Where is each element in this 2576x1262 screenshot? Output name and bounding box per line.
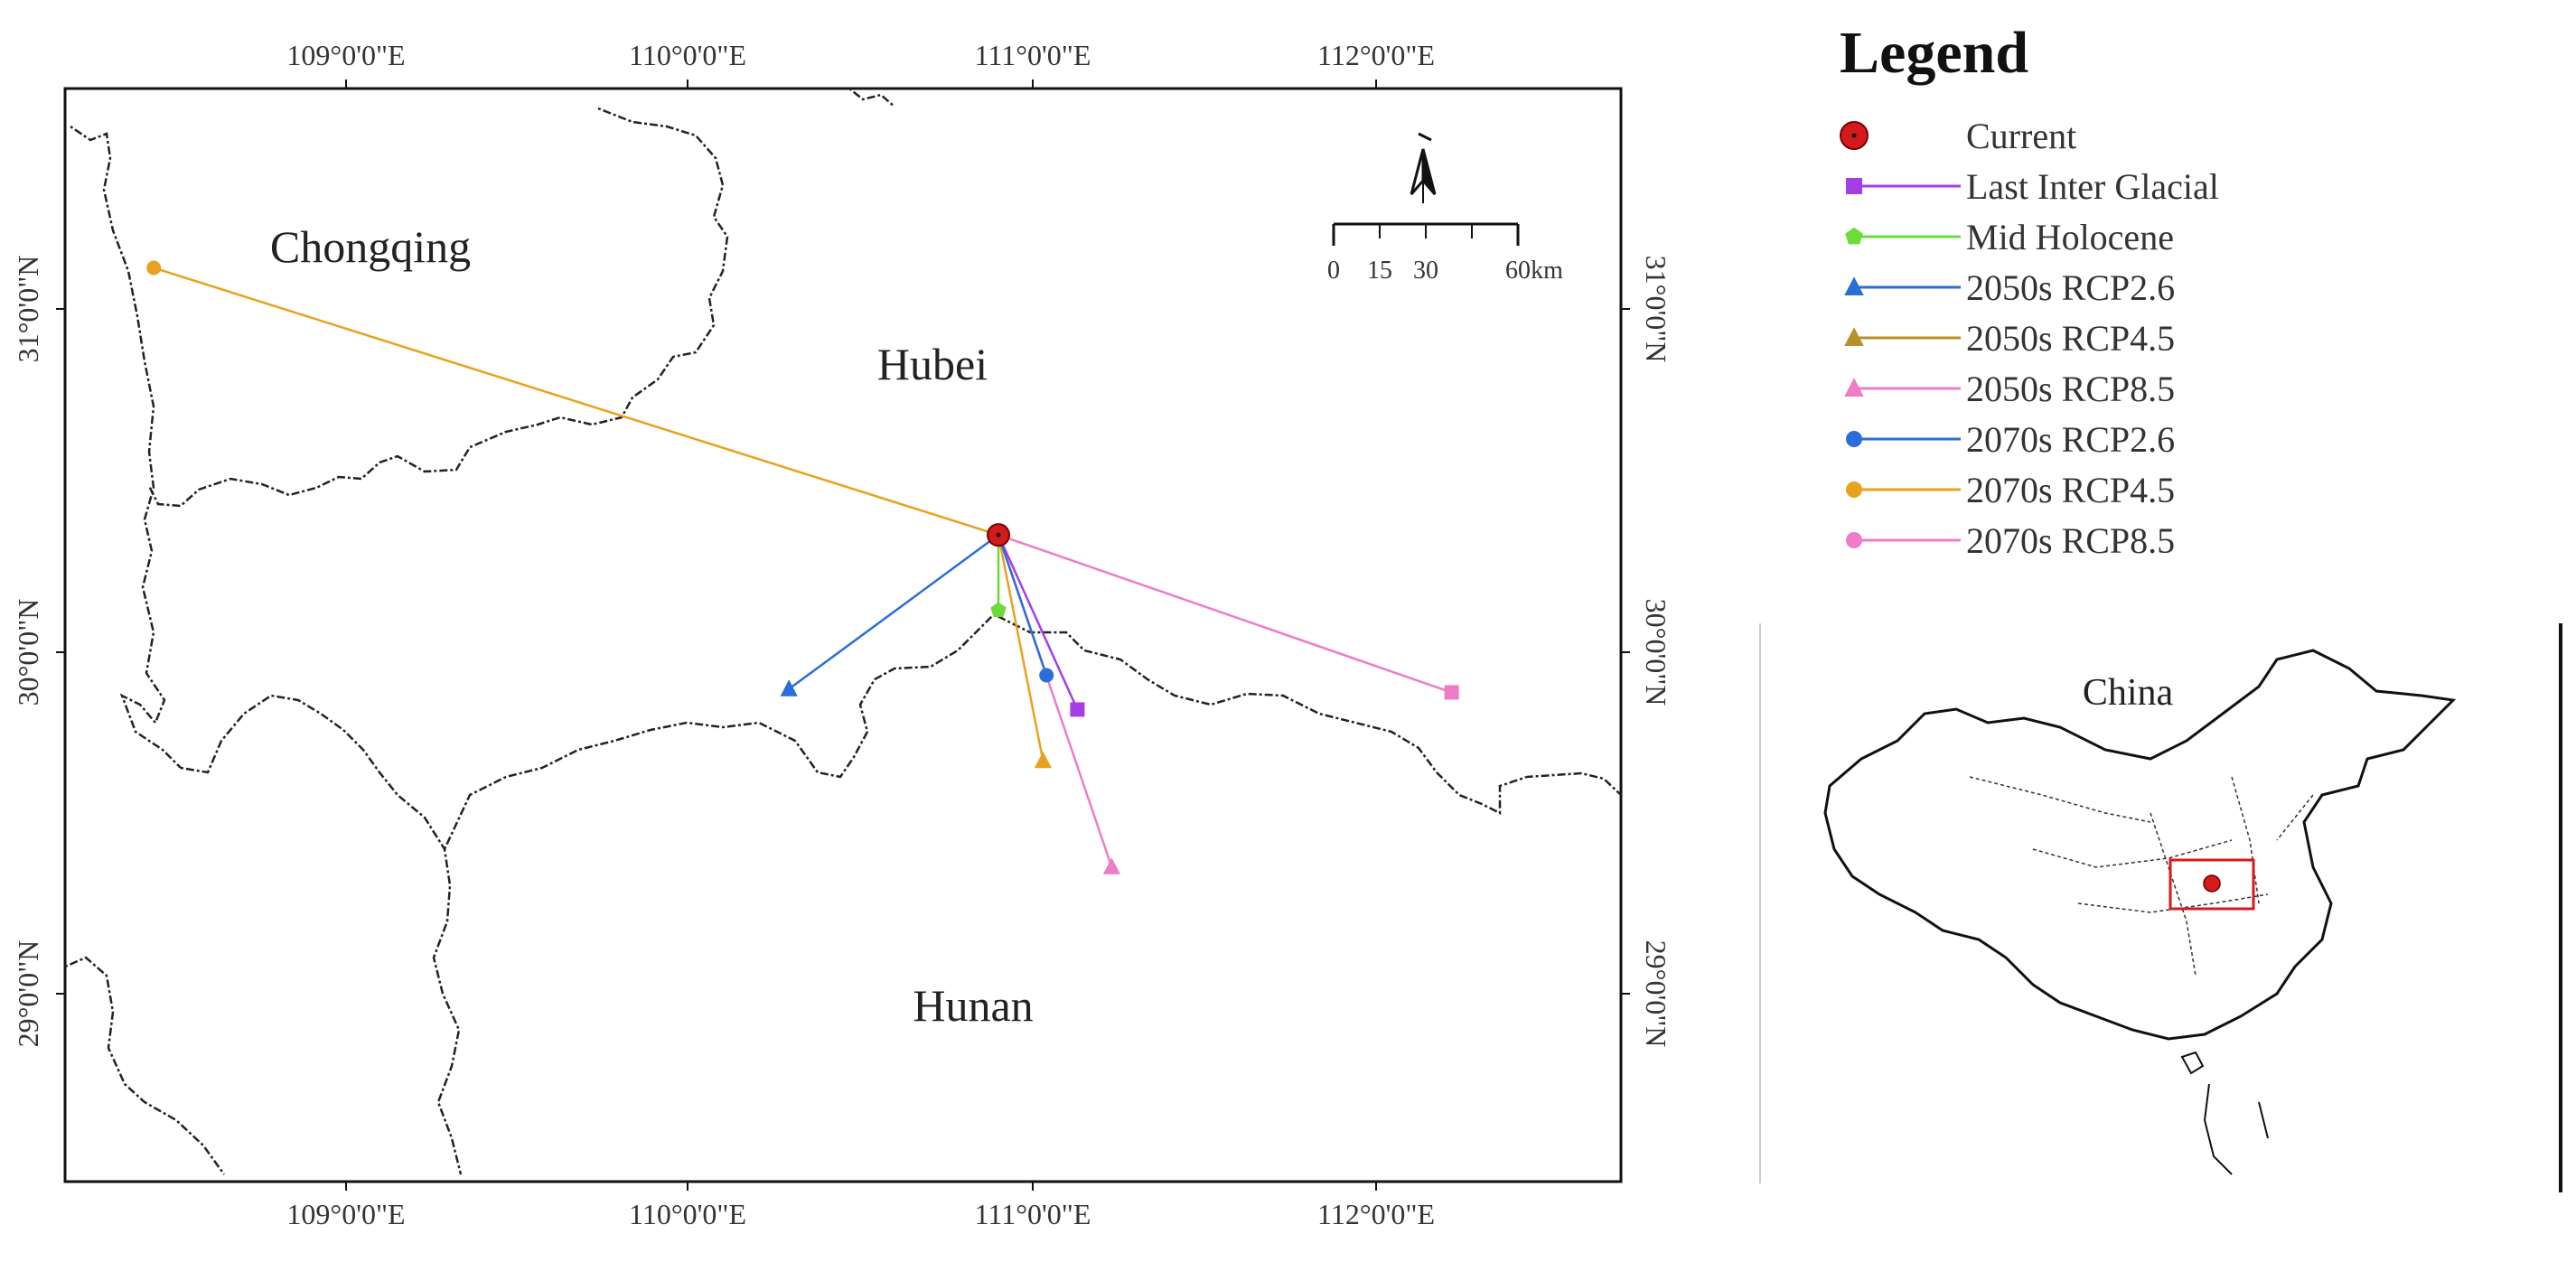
boundary-hubei-hunan xyxy=(443,612,1622,850)
legend-marker xyxy=(1844,276,1864,295)
legend-label: 2070s RCP4.5 xyxy=(1966,470,2175,510)
legend-marker xyxy=(1840,121,1869,150)
boundary-chongqing-west xyxy=(70,125,182,769)
legend-marker xyxy=(1844,327,1864,346)
legend-label: Last Inter Glacial xyxy=(1966,166,2219,207)
map-frame xyxy=(63,87,1623,1183)
shift-line-2070s-rcp8-5 xyxy=(998,533,1453,694)
legend-item-mid-holocene: Mid Holocene xyxy=(1845,217,2174,257)
legend-label: Current xyxy=(1966,116,2076,156)
shift-line-2070s-rcp4-5 xyxy=(153,266,999,537)
boundary-top-right xyxy=(848,88,895,108)
shift-line-2070s-rcp2-6 xyxy=(997,534,1048,676)
legend-item-2070s-rcp2-6: 2070s RCP2.6 xyxy=(1846,419,2175,460)
shift-line-2050s-rcp4-5 xyxy=(997,534,1044,762)
legend-label: 2050s RCP8.5 xyxy=(1966,369,2175,409)
scale-label-30: 30 xyxy=(1413,257,1438,285)
legend-item-2050s-rcp8-5: 2050s RCP8.5 xyxy=(1844,369,2175,409)
legend-label: 2050s RCP2.6 xyxy=(1966,267,2175,308)
shift-line-2050s-rcp2-6 xyxy=(788,534,999,690)
legend-label: Mid Holocene xyxy=(1966,217,2174,257)
scale-unit: km xyxy=(1531,257,1563,285)
legend-item-2050s-rcp2-6: 2050s RCP2.6 xyxy=(1844,267,2175,308)
shift-point-2050s-rcp8-5 xyxy=(1102,857,1120,874)
region-label-hunan: Hunan xyxy=(913,980,1033,1031)
lat-tick-right-1: 31°0'0"N xyxy=(1640,256,1672,363)
current-centroid-point xyxy=(987,523,1010,547)
boundary-chongqing-north xyxy=(147,107,729,508)
legend-title: Legend xyxy=(1840,20,2028,86)
scale-label-0: 0 xyxy=(1327,257,1340,285)
shift-line-last-inter-glacial xyxy=(997,534,1079,710)
shift-point-2070s-rcp8-5 xyxy=(1444,685,1459,700)
boundary-southwest xyxy=(64,956,226,1175)
china-inset: China xyxy=(1759,623,2562,1192)
region-label-chongqing: Chongqing xyxy=(270,221,471,272)
legend-item-current: Current xyxy=(1840,116,2076,156)
legend-marker xyxy=(1846,532,1862,548)
study-area-box xyxy=(2169,858,2255,911)
lon-tick-bottom-4: 112°0'0"E xyxy=(1317,1198,1435,1230)
shift-point-mid-holocene xyxy=(990,602,1007,617)
province-boundaries xyxy=(64,88,1622,1175)
south-china-sea-islands xyxy=(2203,1083,2269,1175)
legend: Legend Current Last Inter Glacial Mid Holo… xyxy=(1840,20,2219,561)
lat-tick-left-3: 29°0'0"N xyxy=(12,940,44,1048)
legend-marker xyxy=(1846,178,1862,194)
lon-tick-bottom-1: 109°0'0"E xyxy=(286,1198,405,1230)
legend-item-2070s-rcp4-5: 2070s RCP4.5 xyxy=(1846,470,2175,510)
legend-marker xyxy=(1846,481,1862,498)
shift-point-2050s-rcp4-5 xyxy=(1034,751,1052,769)
lat-tick-left-2: 30°0'0"N xyxy=(12,599,44,706)
region-label-hubei: Hubei xyxy=(877,339,988,389)
inset-title-china: China xyxy=(2083,672,2174,714)
lon-tick-top-2: 110°0'0"E xyxy=(629,39,746,71)
legend-marker xyxy=(1846,431,1862,447)
legend-item-2050s-rcp4-5: 2050s RCP4.5 xyxy=(1844,318,2175,359)
legend-label: 2070s RCP2.6 xyxy=(1966,419,2175,460)
north-arrow-icon xyxy=(1410,132,1437,203)
shift-point-2050s-rcp2-6 xyxy=(780,679,798,696)
lon-tick-top-4: 112°0'0"E xyxy=(1317,39,1435,71)
lon-tick-top-1: 109°0'0"E xyxy=(286,39,405,71)
scale-bar: 0 15 30 60 km xyxy=(1327,222,1563,285)
lat-tick-right-3: 29°0'0"N xyxy=(1640,940,1672,1048)
shift-point-2070s-rcp2-6 xyxy=(1039,668,1054,683)
main-map: 109°0'0"E 110°0'0"E 111°0'0"E 112°0'0"E … xyxy=(12,39,1672,1230)
lon-tick-top-3: 111°0'0"E xyxy=(975,39,1091,71)
scale-label-60: 60 xyxy=(1505,257,1531,285)
china-hainan-island xyxy=(2180,1051,2205,1075)
china-outline xyxy=(1823,649,2457,1041)
legend-items: Current Last Inter Glacial Mid Holocene 205… xyxy=(1840,116,2219,561)
legend-item-last-inter-glacial: Last Inter Glacial xyxy=(1846,166,2219,207)
study-area-point xyxy=(2203,874,2221,893)
legend-marker xyxy=(1844,378,1864,397)
shift-point-last-inter-glacial xyxy=(1070,702,1085,717)
shift-point-2070s-rcp4-5 xyxy=(146,260,162,276)
scale-label-15: 15 xyxy=(1367,257,1392,285)
legend-label: 2070s RCP8.5 xyxy=(1966,520,2175,561)
lon-tick-bottom-2: 110°0'0"E xyxy=(629,1198,746,1230)
legend-marker xyxy=(1845,227,1863,245)
centroid-shift-layer xyxy=(146,260,1459,874)
legend-item-2070s-rcp8-5: 2070s RCP8.5 xyxy=(1846,520,2175,561)
lat-tick-right-2: 30°0'0"N xyxy=(1640,599,1672,706)
graticule-ticks xyxy=(56,79,1630,1191)
lat-tick-left-1: 31°0'0"N xyxy=(12,256,44,363)
lon-tick-bottom-3: 111°0'0"E xyxy=(975,1198,1091,1230)
legend-label: 2050s RCP4.5 xyxy=(1966,318,2175,359)
china-provinces xyxy=(1969,776,2314,977)
boundary-chongqing-hunan xyxy=(180,694,463,1175)
